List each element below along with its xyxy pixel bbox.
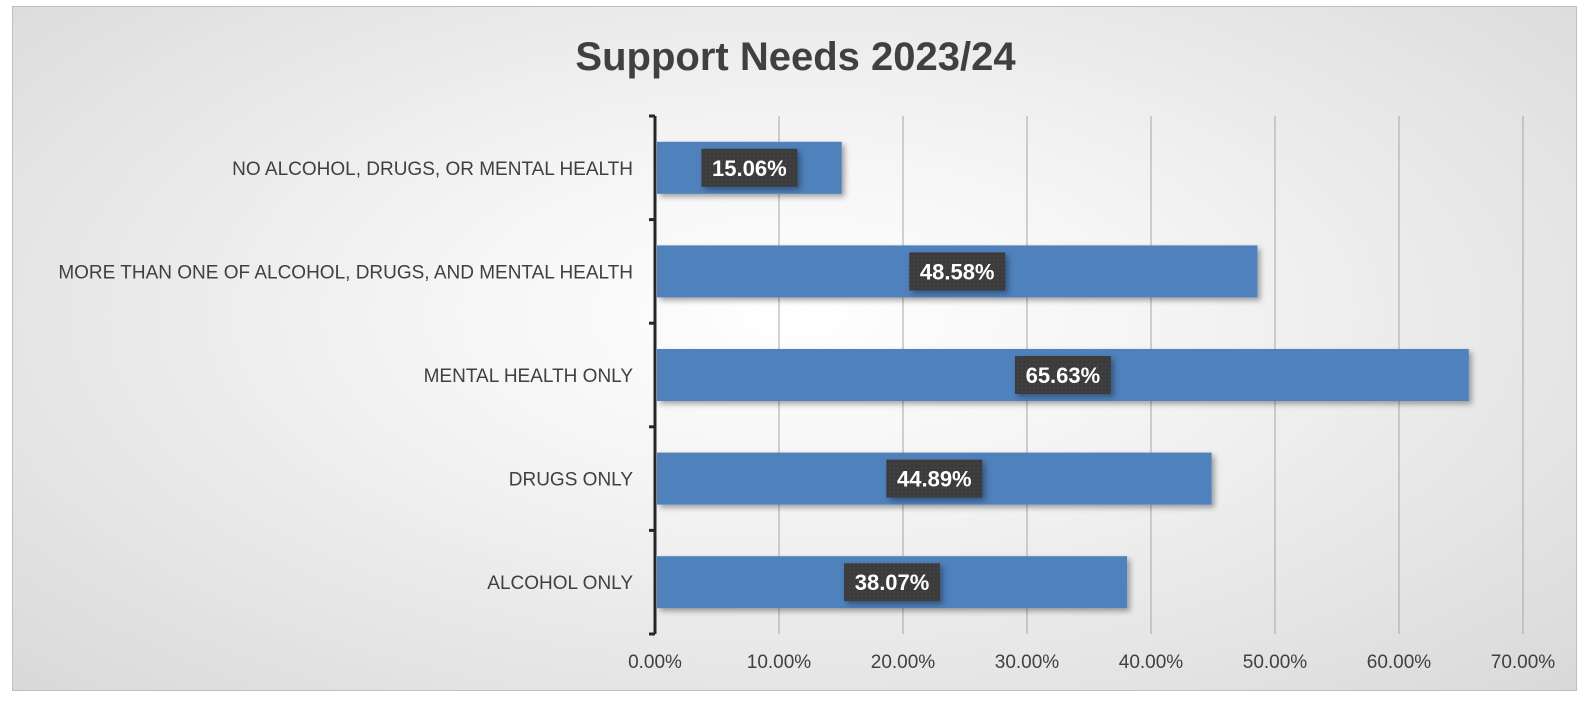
category-label: DRUGS ONLY — [509, 470, 634, 491]
category-label: NO ALCOHOL, DRUGS, OR MENTAL HEALTH — [232, 159, 633, 180]
x-tick-label: 10.00% — [747, 652, 812, 673]
page-top-strip — [0, 0, 1590, 10]
x-tick-label: 60.00% — [1367, 652, 1432, 673]
data-label: 44.89% — [897, 467, 972, 492]
x-tick-label: 70.00% — [1491, 652, 1556, 673]
data-label: 15.06% — [712, 156, 787, 181]
x-tick-label: 30.00% — [995, 652, 1060, 673]
category-label: ALCOHOL ONLY — [487, 573, 633, 594]
chart-title: Support Needs 2023/24 — [575, 35, 1016, 79]
data-label: 38.07% — [855, 570, 930, 595]
data-label-box — [1014, 356, 1111, 394]
data-label: 65.63% — [1026, 363, 1101, 388]
chart-area: Support Needs 2023/24 NO ALCOHOL, DRUGS,… — [12, 6, 1577, 691]
bar-chart-plot: NO ALCOHOL, DRUGS, OR MENTAL HEALTH MORE … — [58, 114, 1555, 673]
x-tick-labels: 0.00% 10.00% 20.00% 30.00% 40.00% 50.00% 60.00… — [628, 652, 1555, 673]
category-label: MORE THAN ONE OF ALCOHOL, DRUGS, AND MEN… — [58, 262, 633, 283]
x-tick-label: 0.00% — [628, 652, 682, 673]
x-tick-label: 50.00% — [1243, 652, 1308, 673]
data-labels: 15.06% 48.58% 65.63% 44.89% 38.07% — [701, 148, 1111, 602]
data-label-box — [701, 148, 798, 187]
data-label-box — [844, 563, 941, 602]
category-labels: NO ALCOHOL, DRUGS, OR MENTAL HEALTH MORE … — [58, 159, 633, 594]
data-label-box — [886, 459, 983, 498]
data-label: 48.58% — [920, 259, 995, 284]
x-tick-label: 40.00% — [1119, 652, 1184, 673]
y-axis — [649, 114, 657, 636]
x-tick-label: 20.00% — [871, 652, 936, 673]
data-label-box — [909, 252, 1006, 291]
category-label: MENTAL HEALTH ONLY — [424, 366, 634, 387]
